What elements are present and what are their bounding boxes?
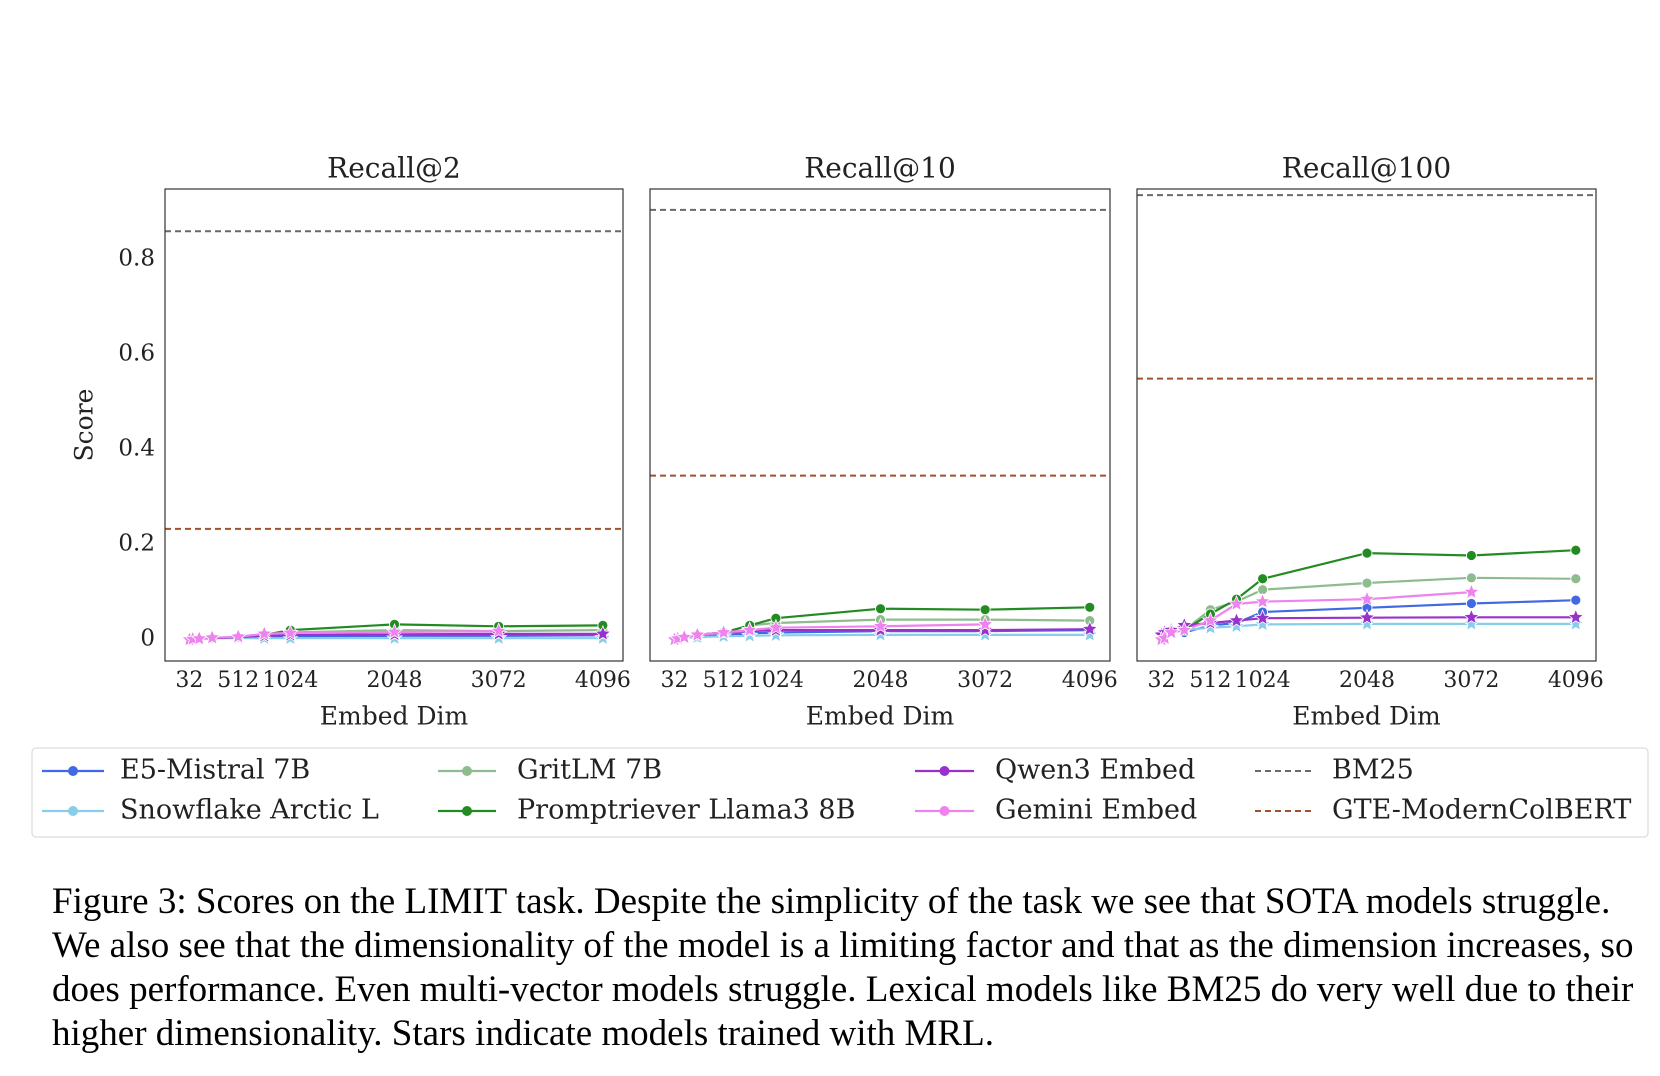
legend-box (31, 747, 1649, 838)
star-marker (1227, 611, 1246, 628)
star-marker (675, 628, 693, 645)
star-marker (976, 621, 994, 638)
legend-label: Qwen3 Embed (995, 755, 1195, 786)
star-marker (203, 628, 221, 646)
x-tick-label: 1024 (262, 668, 318, 693)
legend-label: Gemini Embed (995, 795, 1197, 826)
star-marker (1175, 621, 1193, 638)
star-marker (715, 623, 733, 640)
plot-frame (164, 188, 624, 662)
y-tick-label: 0.8 (118, 245, 155, 271)
legend-label: GritLM 7B (517, 755, 662, 786)
x-tick-label: 512 (703, 668, 745, 693)
star-marker (1358, 614, 1376, 632)
star-marker (1162, 623, 1180, 640)
y-tick-label: 0 (140, 626, 155, 652)
legend-marker (939, 806, 950, 816)
subplot-title: Recall@2 (327, 152, 461, 185)
legend-label: BM25 (1332, 755, 1414, 786)
x-tick-label: 32 (175, 668, 203, 693)
star-marker (1081, 625, 1099, 643)
x-axis-label: Embed Dim (806, 702, 955, 731)
legend-label: Promptriever Llama3 8B (517, 795, 855, 826)
star-marker (281, 623, 299, 641)
star-marker (1254, 615, 1272, 632)
x-tick-label: 1024 (1235, 668, 1291, 693)
star-marker (741, 621, 759, 638)
star-marker (871, 617, 890, 634)
legend-marker (939, 766, 950, 776)
subplot-title: Recall@10 (804, 152, 956, 185)
star-marker (490, 622, 508, 639)
point-marker (1084, 601, 1096, 613)
x-axis-label: Embed Dim (320, 702, 469, 731)
star-marker (1567, 608, 1585, 625)
star-marker (767, 618, 785, 636)
x-tick-label: 512 (1189, 668, 1231, 693)
y-tick-label: 0.6 (118, 340, 155, 366)
star-marker (1462, 608, 1480, 625)
legend-label: E5-Mistral 7B (120, 755, 310, 786)
star-marker (1201, 611, 1219, 628)
legend-label: GTE-ModernColBERT (1332, 795, 1631, 826)
star-marker (1254, 592, 1272, 609)
point-marker (1466, 550, 1477, 561)
x-tick-label: 2048 (367, 668, 423, 693)
x-tick-label: 1024 (748, 668, 804, 693)
star-marker (255, 624, 273, 642)
star-marker (385, 622, 404, 640)
legend-marker (462, 766, 472, 776)
star-marker (594, 624, 612, 642)
star-marker (1462, 614, 1480, 632)
x-tick-label: 3072 (1443, 668, 1499, 693)
star-marker (1358, 608, 1376, 626)
caption: Figure 3: Scores on the LIMIT task. Desp… (52, 881, 1634, 1054)
x-tick-label: 4096 (575, 668, 631, 693)
y-tick-label: 0.2 (118, 531, 155, 557)
x-tick-label: 32 (1147, 668, 1175, 693)
x-tick-label: 4096 (1548, 668, 1604, 693)
legend-label: Snowflake Arctic L (120, 795, 379, 826)
star-marker (976, 615, 994, 632)
point-marker (1257, 573, 1269, 585)
star-marker (1567, 614, 1585, 632)
point-marker (1466, 572, 1477, 584)
star-marker (229, 627, 247, 645)
subplot-title: Recall@100 (1282, 152, 1451, 185)
star-marker (767, 626, 785, 643)
legend-marker (68, 806, 78, 816)
x-tick-label: 2048 (1339, 668, 1395, 693)
point-marker (1570, 544, 1582, 556)
x-tick-label: 3072 (471, 668, 527, 693)
y-axis-label: Score (70, 389, 99, 462)
star-marker (1462, 583, 1480, 600)
point-marker (1570, 573, 1582, 585)
x-tick-label: 3072 (957, 668, 1013, 693)
x-axis-label: Embed Dim (1292, 702, 1441, 731)
x-tick-label: 512 (217, 668, 259, 693)
legend-marker (462, 806, 472, 816)
x-tick-label: 2048 (853, 668, 909, 693)
point-marker (1361, 547, 1373, 559)
point-marker (1466, 598, 1477, 609)
x-tick-label: 4096 (1062, 668, 1118, 693)
point-marker (1570, 594, 1582, 606)
point-marker (1361, 577, 1373, 589)
legend-marker (68, 766, 78, 776)
star-marker (1227, 617, 1246, 634)
star-marker (1081, 620, 1099, 637)
x-tick-label: 32 (661, 668, 689, 693)
y-tick-label: 0.4 (118, 435, 155, 461)
star-marker (1227, 594, 1246, 612)
point-marker (875, 603, 886, 615)
plot-frame (649, 188, 1111, 662)
point-marker (979, 604, 991, 616)
star-marker (1254, 609, 1272, 626)
star-marker (688, 625, 706, 643)
plot-frame (1136, 188, 1597, 662)
star-marker (1358, 590, 1376, 607)
